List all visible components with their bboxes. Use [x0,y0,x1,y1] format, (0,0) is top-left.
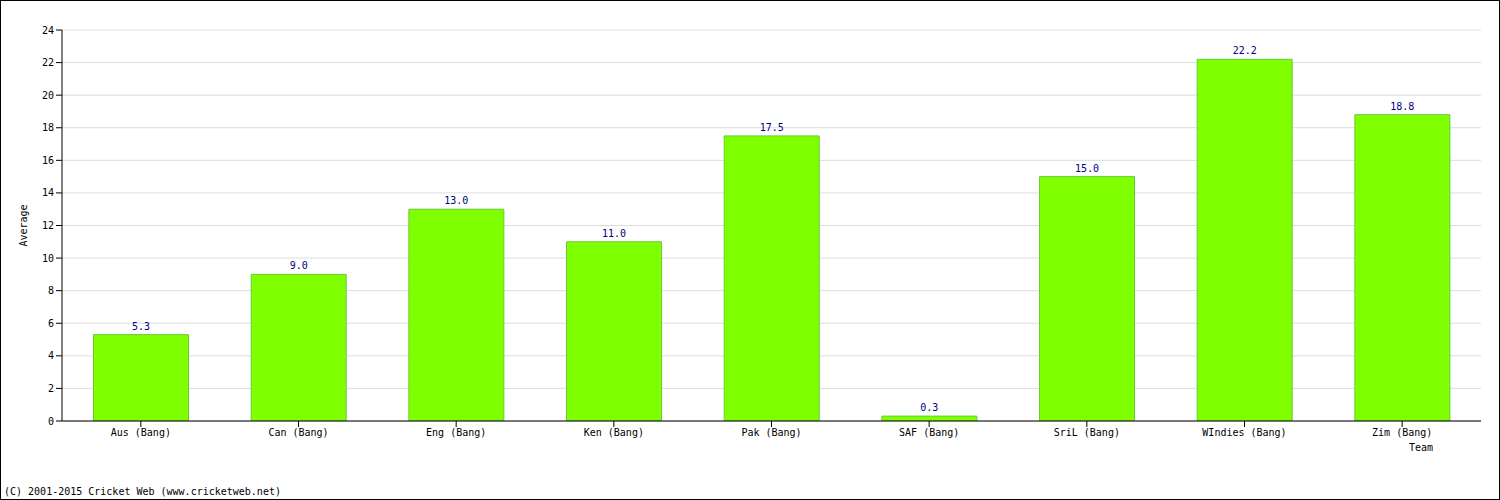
svg-text:24: 24 [42,25,54,36]
svg-text:12: 12 [42,220,54,231]
svg-text:22.2: 22.2 [1233,45,1257,56]
svg-text:14: 14 [42,187,54,198]
svg-text:20: 20 [42,90,54,101]
svg-text:Team: Team [1409,442,1433,453]
svg-text:15.0: 15.0 [1075,163,1099,174]
svg-text:10: 10 [42,253,54,264]
svg-text:8: 8 [48,285,54,296]
svg-text:18.8: 18.8 [1390,101,1414,112]
svg-text:WIndies (Bang): WIndies (Bang) [1202,427,1286,438]
svg-text:13.0: 13.0 [444,195,468,206]
svg-text:SAF (Bang): SAF (Bang) [899,427,959,438]
svg-text:Eng (Bang): Eng (Bang) [426,427,486,438]
svg-text:4: 4 [48,350,54,361]
svg-text:SriL (Bang): SriL (Bang) [1054,427,1120,438]
svg-text:0.3: 0.3 [920,402,938,413]
svg-text:6: 6 [48,318,54,329]
svg-text:9.0: 9.0 [290,260,308,271]
svg-text:17.5: 17.5 [760,122,784,133]
svg-text:Aus (Bang): Aus (Bang) [111,427,171,438]
svg-text:11.0: 11.0 [602,228,626,239]
svg-text:5.3: 5.3 [132,321,150,332]
svg-text:Ken (Bang): Ken (Bang) [584,427,644,438]
svg-text:2: 2 [48,383,54,394]
svg-text:Zim (Bang): Zim (Bang) [1372,427,1432,438]
svg-text:16: 16 [42,155,54,166]
svg-text:0: 0 [48,416,54,427]
svg-text:18: 18 [42,122,54,133]
svg-text:Pak (Bang): Pak (Bang) [741,427,801,438]
svg-text:Can (Bang): Can (Bang) [268,427,328,438]
svg-text:Average: Average [18,204,29,246]
svg-text:22: 22 [42,57,54,68]
html-text:(C) 2001-2015 Cricket Web (www: (C) 2001-2015 Cricket Web (www.cricketwe… [4,486,281,497]
